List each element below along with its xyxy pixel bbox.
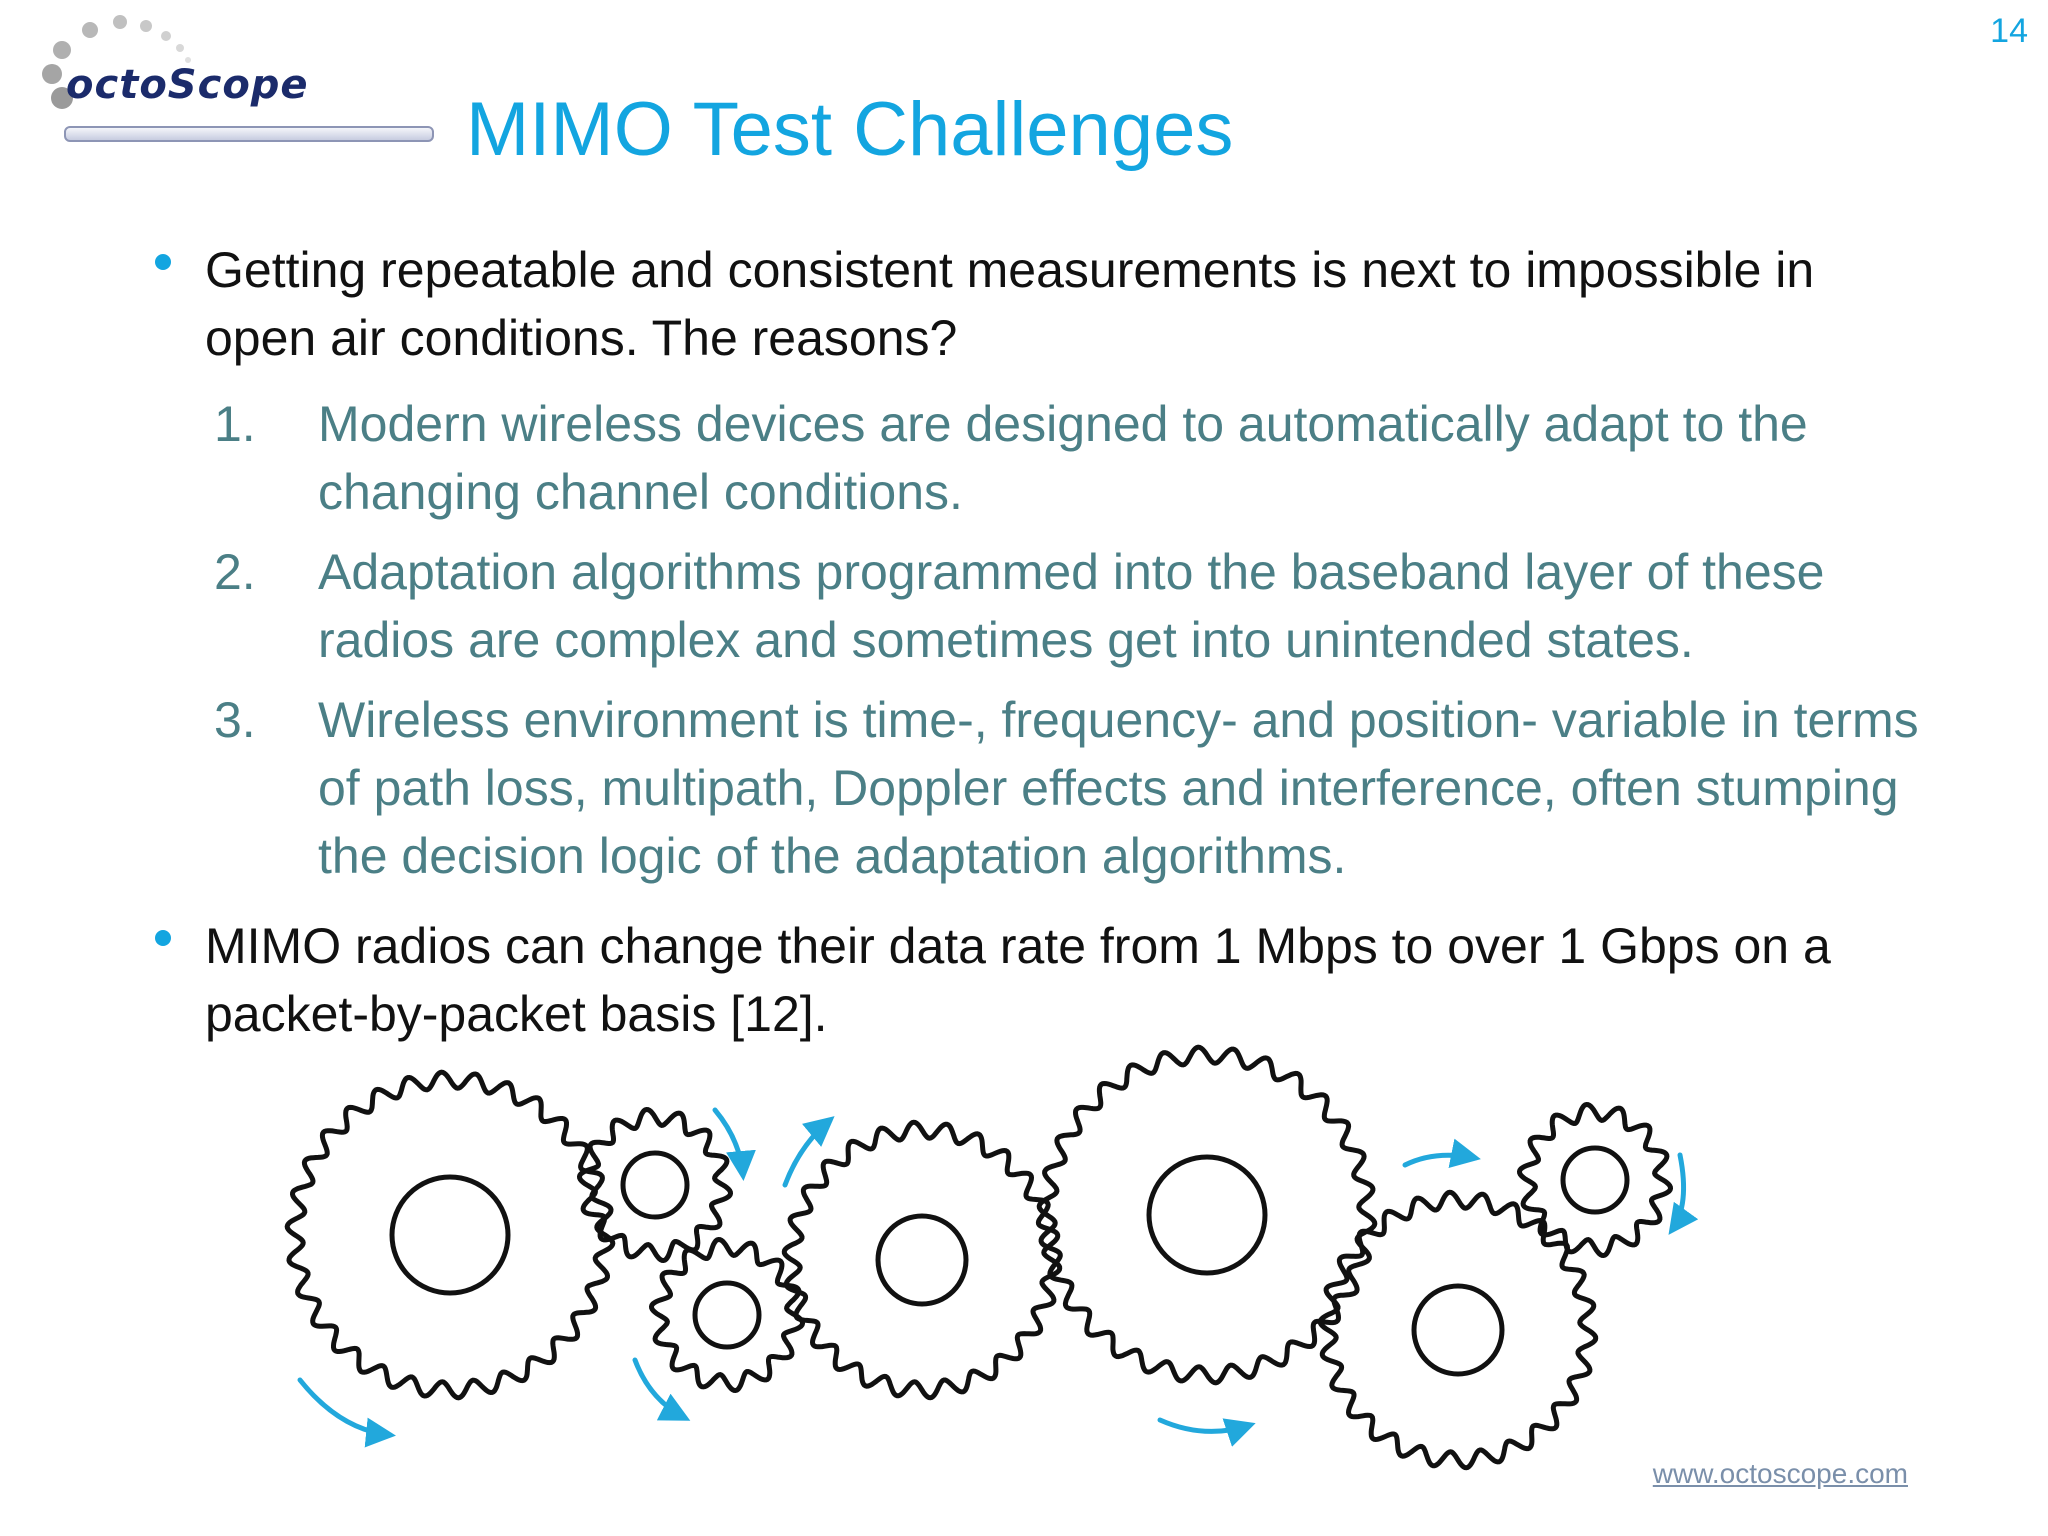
item-3-text: Wireless environment is time-, frequency… — [318, 692, 1919, 884]
item-2-number: 2. — [214, 544, 256, 600]
gear-4 — [781, 1119, 1063, 1401]
bullet-2-text: MIMO radios can change their data rate f… — [205, 918, 1831, 1042]
website-link[interactable]: www.octoscope.com — [1652, 1458, 1908, 1489]
gear-6-hole — [1411, 1283, 1505, 1377]
gear-7-hole — [1560, 1145, 1630, 1215]
gear-5-hole — [1146, 1154, 1268, 1276]
page-number: 14 — [1990, 12, 2028, 50]
gear-6 — [1317, 1189, 1599, 1471]
gear-1 — [284, 1069, 616, 1401]
rotation-arrow-icon-3 — [632, 1357, 691, 1421]
logo-bar — [64, 126, 434, 142]
octoscope-logo: octoScope — [28, 8, 448, 148]
bullet-dot-icon — [155, 254, 171, 270]
gear-4-hole — [875, 1213, 969, 1307]
rotation-arrow-icon-2 — [712, 1107, 756, 1181]
logo-dots-icon — [42, 15, 191, 109]
item-3-number: 3. — [214, 692, 256, 748]
gear-3-hole — [692, 1280, 762, 1350]
item-1-text: Modern wireless devices are designed to … — [318, 396, 1808, 520]
rotation-arrow-icon-5 — [1157, 1417, 1256, 1447]
gear-7 — [1516, 1101, 1674, 1259]
bullet-1-text: Getting repeatable and consistent measur… — [205, 242, 1815, 366]
rotation-arrow-icon-6 — [1402, 1138, 1481, 1169]
gear-1-hole — [389, 1174, 511, 1296]
item-2-text: Adaptation algorithms programmed into th… — [318, 544, 1825, 668]
bullet-dot-icon — [155, 930, 171, 946]
rotation-arrow-icon-7 — [1668, 1152, 1699, 1235]
gears-illustration — [284, 1044, 1699, 1471]
gear-2-hole — [620, 1150, 690, 1220]
gear-2 — [576, 1106, 734, 1264]
slide-title: MIMO Test Challenges — [466, 87, 1234, 172]
rotation-arrow-icon-4 — [782, 1116, 835, 1188]
logo-text: octoScope — [66, 62, 309, 108]
gear-3 — [648, 1236, 806, 1394]
gear-5 — [1036, 1044, 1378, 1386]
item-1-number: 1. — [214, 396, 256, 452]
rotation-arrow-icon-1 — [297, 1377, 396, 1448]
